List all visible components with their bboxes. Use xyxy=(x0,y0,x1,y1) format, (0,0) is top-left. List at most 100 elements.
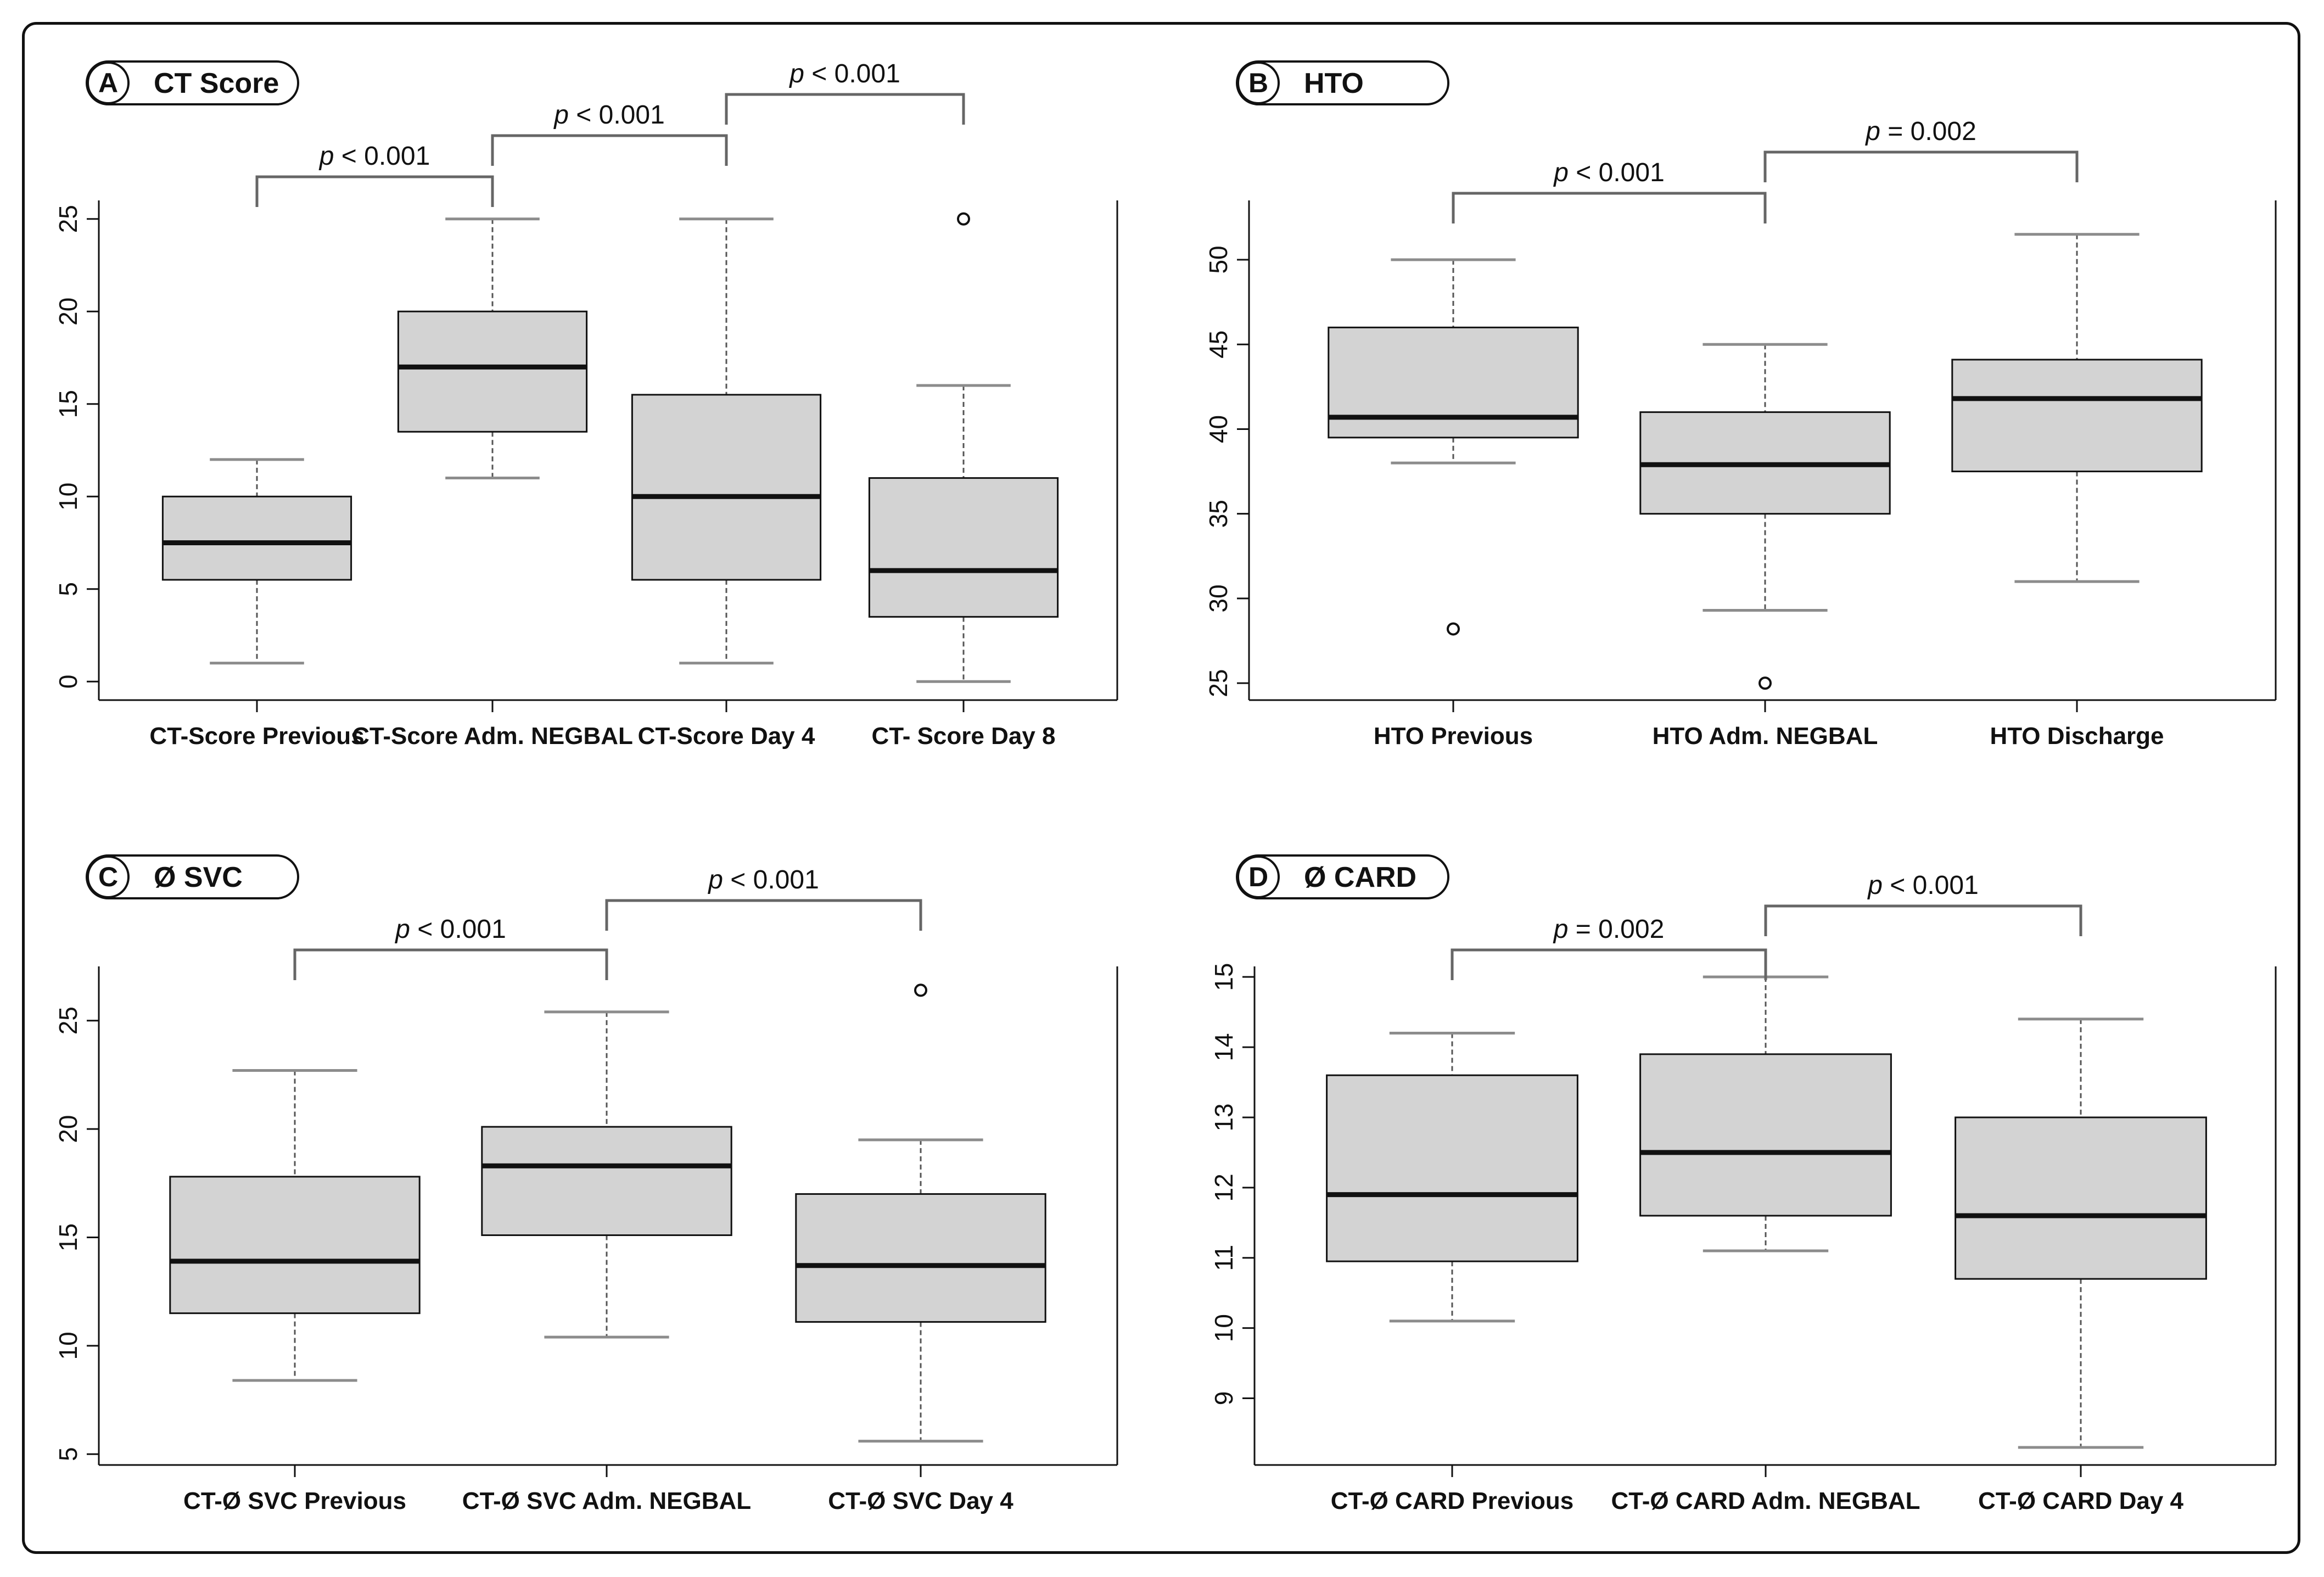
bracket-line xyxy=(1763,150,2079,182)
y-tick-label: 10 xyxy=(54,1332,82,1360)
y-tick-label: 15 xyxy=(1209,963,1238,991)
panel-b: 25 30 35 40 45 50 HTO Previous HTO Adm. NEGBAL H… xyxy=(1204,60,2277,750)
bracket-line xyxy=(725,93,965,125)
y-tick-label: 10 xyxy=(54,483,82,511)
y-tick-label: 15 xyxy=(54,390,82,418)
box-1 xyxy=(1326,1031,1578,1323)
y-tick-label: 30 xyxy=(1204,584,1233,612)
panel-letter-circle xyxy=(1237,61,1280,104)
significance-bracket: p < 0.001 xyxy=(605,865,922,931)
bracket-line xyxy=(255,175,494,207)
box-iqr xyxy=(481,1126,732,1237)
y-tick-label: 5 xyxy=(54,582,82,596)
y-tick-label: 20 xyxy=(54,1115,82,1143)
x-category-label: CT- Score Day 8 xyxy=(871,723,1055,750)
box-iqr xyxy=(1955,1116,2207,1280)
p-value-label: p < 0.001 xyxy=(318,142,430,171)
box-iqr xyxy=(1951,359,2203,473)
p-value-label: p < 0.001 xyxy=(1867,871,1979,900)
p-value-label: p < 0.001 xyxy=(788,59,900,88)
panel-letter-circle xyxy=(87,855,130,898)
x-category-label: CT-Ø CARD Previous xyxy=(1331,1487,1574,1514)
box-iqr xyxy=(631,394,822,581)
significance-bracket: p < 0.001 xyxy=(255,142,494,207)
box-iqr xyxy=(161,495,352,581)
significance-bracket: p < 0.001 xyxy=(491,100,728,166)
y-tick-label: 50 xyxy=(1204,245,1233,273)
panel-letter: C xyxy=(98,862,118,892)
panel-badge: B HTO xyxy=(1236,60,1449,105)
y-tick-label: 0 xyxy=(54,674,82,689)
x-category-label: CT-Ø CARD Adm. NEGBAL xyxy=(1611,1487,1920,1514)
box-iqr xyxy=(795,1193,1046,1323)
panel-letter: B xyxy=(1248,68,1268,98)
x-category-label: HTO Adm. NEGBAL xyxy=(1653,723,1878,750)
significance-bracket: p < 0.001 xyxy=(725,59,965,125)
p-value-label: p < 0.001 xyxy=(553,100,665,130)
y-tick-label: 5 xyxy=(54,1447,82,1461)
y-tick-label: 35 xyxy=(1204,500,1233,528)
panel-d: 9 10 11 12 13 14 15 CT-Ø CARD Previous CT-Ø CARD… xyxy=(1209,854,2277,1514)
p-value-label: p < 0.001 xyxy=(1553,158,1665,187)
x-category-label: HTO Previous xyxy=(1374,723,1533,750)
outlier-point xyxy=(1759,676,1772,690)
panel-badge: A CT Score xyxy=(86,60,299,105)
box-iqr xyxy=(1326,1074,1578,1262)
x-category-label: CT-Ø SVC Adm. NEGBAL xyxy=(462,1487,751,1514)
box-iqr xyxy=(169,1176,421,1315)
x-category-label: CT-Ø CARD Day 4 xyxy=(1978,1487,2184,1514)
panel-badge: D Ø CARD xyxy=(1236,854,1449,899)
p-value-label: p < 0.001 xyxy=(394,915,506,944)
x-category-label: CT-Score Adm. NEGBAL xyxy=(352,723,633,750)
box-4 xyxy=(868,212,1059,683)
significance-bracket: p < 0.001 xyxy=(293,915,608,980)
panel-title: Ø CARD xyxy=(1304,862,1416,893)
significance-bracket: p < 0.001 xyxy=(1452,158,1767,223)
x-category-label: CT-Ø SVC Previous xyxy=(183,1487,406,1514)
y-tick-label: 13 xyxy=(1209,1103,1238,1131)
box-iqr xyxy=(1328,326,1579,439)
y-tick-label: 40 xyxy=(1204,415,1233,443)
p-value-label: p = 0.002 xyxy=(1864,117,1976,146)
outlier-point xyxy=(957,212,970,226)
box-1 xyxy=(1328,258,1579,636)
p-value-label: p < 0.001 xyxy=(707,865,819,894)
significance-bracket: p < 0.001 xyxy=(1764,871,2082,936)
y-tick-label: 12 xyxy=(1209,1173,1238,1201)
box-2 xyxy=(1639,975,1892,1252)
panel-c: 5 10 15 20 25 CT-Ø SVC Previous CT-Ø SVC Adm. … xyxy=(54,854,1118,1514)
panel-letter: D xyxy=(1248,862,1268,892)
box-iqr xyxy=(1639,1053,1892,1217)
y-tick-label: 45 xyxy=(1204,331,1233,359)
y-tick-label: 25 xyxy=(54,205,82,233)
y-tick-label: 15 xyxy=(54,1223,82,1251)
y-tick-label: 11 xyxy=(1209,1245,1238,1271)
x-category-label: CT-Score Day 4 xyxy=(638,723,815,750)
bracket-line xyxy=(491,134,728,166)
box-2 xyxy=(1639,343,1891,690)
panel-letter: A xyxy=(98,68,118,98)
box-2 xyxy=(481,1010,732,1339)
box-iqr xyxy=(397,310,588,433)
panel-badge: C Ø SVC xyxy=(86,854,299,899)
bracket-line xyxy=(605,899,922,931)
y-tick-label: 25 xyxy=(54,1006,82,1034)
y-tick-label: 9 xyxy=(1209,1391,1238,1406)
bracket-line xyxy=(1452,192,1767,223)
y-tick-label: 20 xyxy=(54,298,82,326)
outlier-point xyxy=(1447,622,1460,636)
box-3 xyxy=(795,983,1046,1443)
x-category-label: CT-Score Previous xyxy=(149,723,364,750)
x-category-label: HTO Discharge xyxy=(1990,723,2164,750)
box-2 xyxy=(397,217,588,480)
p-value-label: p = 0.002 xyxy=(1553,915,1665,944)
box-iqr xyxy=(868,477,1059,618)
bracket-line xyxy=(1764,904,2082,936)
panel-title: CT Score xyxy=(154,68,279,99)
panel-letter-circle xyxy=(1237,855,1280,898)
significance-bracket: p = 0.002 xyxy=(1763,117,2079,182)
x-category-label: CT-Ø SVC Day 4 xyxy=(828,1487,1013,1514)
y-tick-label: 25 xyxy=(1204,669,1233,697)
box-3 xyxy=(631,217,822,665)
